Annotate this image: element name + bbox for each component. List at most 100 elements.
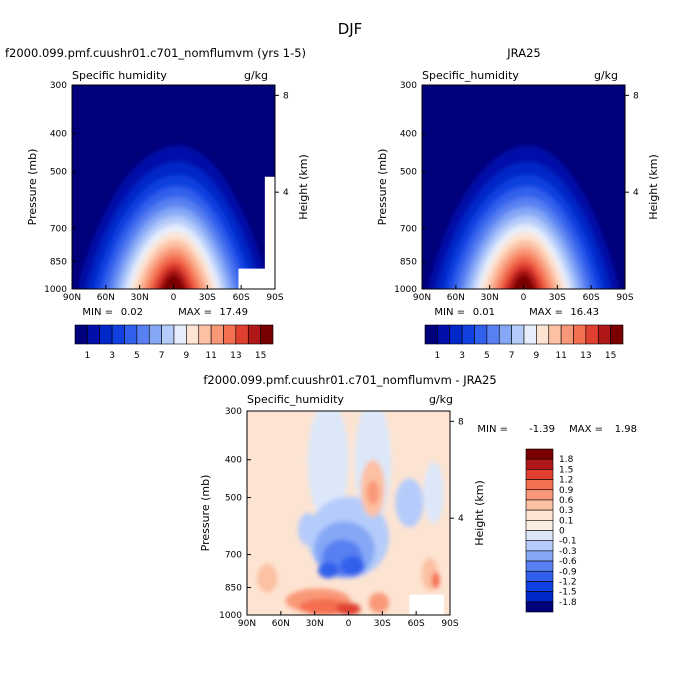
- colorbar-swatch: [525, 479, 554, 491]
- colorbar-label: 1.5: [559, 465, 573, 475]
- panel-model-axes: 90N 60N 30N 0 30S 60S 90S 300 400 500 700 850 1000 8 4: [44, 81, 289, 303]
- colorbar-swatch: [525, 509, 554, 521]
- colorbar-swatch: [99, 324, 113, 345]
- panel-reanalysis-title: JRA25: [506, 46, 540, 60]
- colorbar-swatch: [247, 324, 261, 345]
- colorbar-swatch: [173, 324, 187, 345]
- colorbar-swatch: [525, 520, 554, 531]
- colorbar-swatch: [198, 324, 212, 345]
- colorbar-swatch: [87, 324, 101, 345]
- y2-tick-label: 8: [283, 91, 289, 101]
- y-tick-label: 700: [400, 225, 417, 235]
- colorbar-label: 1.8: [559, 455, 574, 465]
- colorbar-label: -1.5: [559, 588, 577, 598]
- colorbar-swatch: [597, 324, 611, 345]
- y-tick-label: 500: [225, 494, 242, 504]
- colorbar-label: -0.9: [559, 567, 577, 577]
- colorbar-swatch: [223, 324, 237, 345]
- y-tick-label: 400: [400, 130, 417, 140]
- difference-blob: [340, 555, 365, 577]
- colorbar-swatch: [525, 601, 554, 613]
- x-tick-label: 60S: [233, 293, 250, 303]
- colorbar-swatch: [474, 324, 488, 345]
- difference-blob: [423, 462, 444, 524]
- difference-blob: [368, 592, 390, 613]
- terrain-mask: [238, 176, 275, 289]
- colorbar-swatch: [525, 550, 554, 562]
- y-tick-label: 300: [225, 407, 242, 417]
- panel-reanalysis-colorbar: 1 3 5 7 9 11 13 15: [424, 324, 624, 361]
- colorbar-label: 3: [459, 351, 465, 361]
- difference-blob: [318, 561, 339, 579]
- x-tick-label: 90N: [238, 619, 256, 629]
- colorbar-swatch: [573, 324, 587, 345]
- terrain-mask: [409, 594, 444, 615]
- colorbar-swatch: [525, 489, 554, 501]
- panel-model-units: g/kg: [244, 69, 268, 82]
- colorbar-label: 13: [230, 351, 241, 361]
- y2-tick-label: 8: [458, 417, 464, 427]
- colorbar-swatch: [560, 324, 574, 345]
- y-tick-label: 700: [50, 225, 67, 235]
- x-tick-label: 60N: [447, 293, 465, 303]
- y-tick-label: 500: [50, 168, 67, 178]
- colorbar-swatch: [525, 591, 554, 603]
- colorbar-label: 15: [255, 351, 266, 361]
- difference-blob: [299, 598, 349, 615]
- colorbar-swatch: [525, 448, 554, 460]
- x-tick-label: 30N: [131, 293, 149, 303]
- y-tick-label: 400: [50, 130, 67, 140]
- colorbar-swatch: [210, 324, 224, 345]
- colorbar-label: 1: [85, 351, 91, 361]
- x-tick-label: 30N: [481, 293, 499, 303]
- x-tick-label: 90S: [616, 293, 633, 303]
- panel-difference-field-label: Specific_humidity: [247, 393, 344, 406]
- y-tick-label: 850: [225, 583, 242, 593]
- panel-difference-min-label: MIN =: [477, 424, 508, 435]
- colorbar-label: 5: [134, 351, 140, 361]
- colorbar-swatch: [525, 458, 554, 470]
- panel-difference-title: f2000.099.pmf.cuushr01.c701_nomflumvm - …: [203, 373, 496, 387]
- panel-reanalysis-y2label: Height (km): [647, 154, 660, 220]
- colorbar-label: -0.6: [559, 557, 577, 567]
- y-tick-label: 1000: [394, 285, 417, 295]
- panel-difference: f2000.099.pmf.cuushr01.c701_nomflumvm - …: [199, 373, 637, 629]
- y-tick-label: 300: [400, 81, 417, 91]
- colorbar-swatch: [523, 324, 537, 345]
- x-tick-label: 30S: [374, 619, 391, 629]
- x-tick-label: 60S: [408, 619, 425, 629]
- colorbar-label: -0.3: [559, 547, 577, 557]
- panel-reanalysis: JRA25 Specific_humidity g/kg 90N 60N 30N 0 3…: [376, 46, 660, 361]
- difference-blob: [257, 564, 278, 593]
- panel-difference-axes: 90N 60N 30N 0 30S 60S 90S 300 400 500 700 850 1000 8 4: [219, 407, 464, 629]
- y2-tick-label: 8: [633, 91, 639, 101]
- colorbar-swatch: [525, 499, 554, 511]
- colorbar-swatch: [585, 324, 599, 345]
- colorbar-swatch: [525, 540, 554, 552]
- y-tick-label: 850: [50, 257, 67, 267]
- difference-blob: [431, 572, 440, 589]
- panel-difference-min-value: -1.39: [529, 424, 555, 435]
- y-tick-label: 500: [400, 168, 417, 178]
- panel-model-title: f2000.099.pmf.cuushr01.c701_nomflumvm (y…: [5, 46, 306, 60]
- panel-model-max-value: 17.49: [219, 307, 248, 318]
- difference-blob: [297, 513, 319, 546]
- panel-model-max-label: MAX =: [178, 307, 212, 318]
- humidity-band: [162, 274, 185, 289]
- humidity-band: [512, 274, 535, 289]
- colorbar-label: 5: [484, 351, 490, 361]
- colorbar-swatch: [148, 324, 162, 345]
- colorbar-label: 11: [205, 351, 216, 361]
- x-tick-label: 60N: [97, 293, 115, 303]
- panel-reanalysis-field: [422, 85, 625, 289]
- panel-reanalysis-ylabel: Pressure (mb): [376, 149, 389, 226]
- y2-tick-label: 4: [283, 188, 289, 198]
- panel-model-colorbar: 1 3 5 7 9 11 13 15: [74, 324, 274, 361]
- colorbar-label: 15: [605, 351, 616, 361]
- x-tick-label: 30S: [549, 293, 566, 303]
- panel-model: f2000.099.pmf.cuushr01.c701_nomflumvm (y…: [5, 46, 310, 361]
- colorbar-label: 0: [559, 527, 565, 537]
- colorbar-swatch: [186, 324, 200, 345]
- panel-reanalysis-min-label: MIN =: [434, 307, 465, 318]
- colorbar-swatch: [486, 324, 500, 345]
